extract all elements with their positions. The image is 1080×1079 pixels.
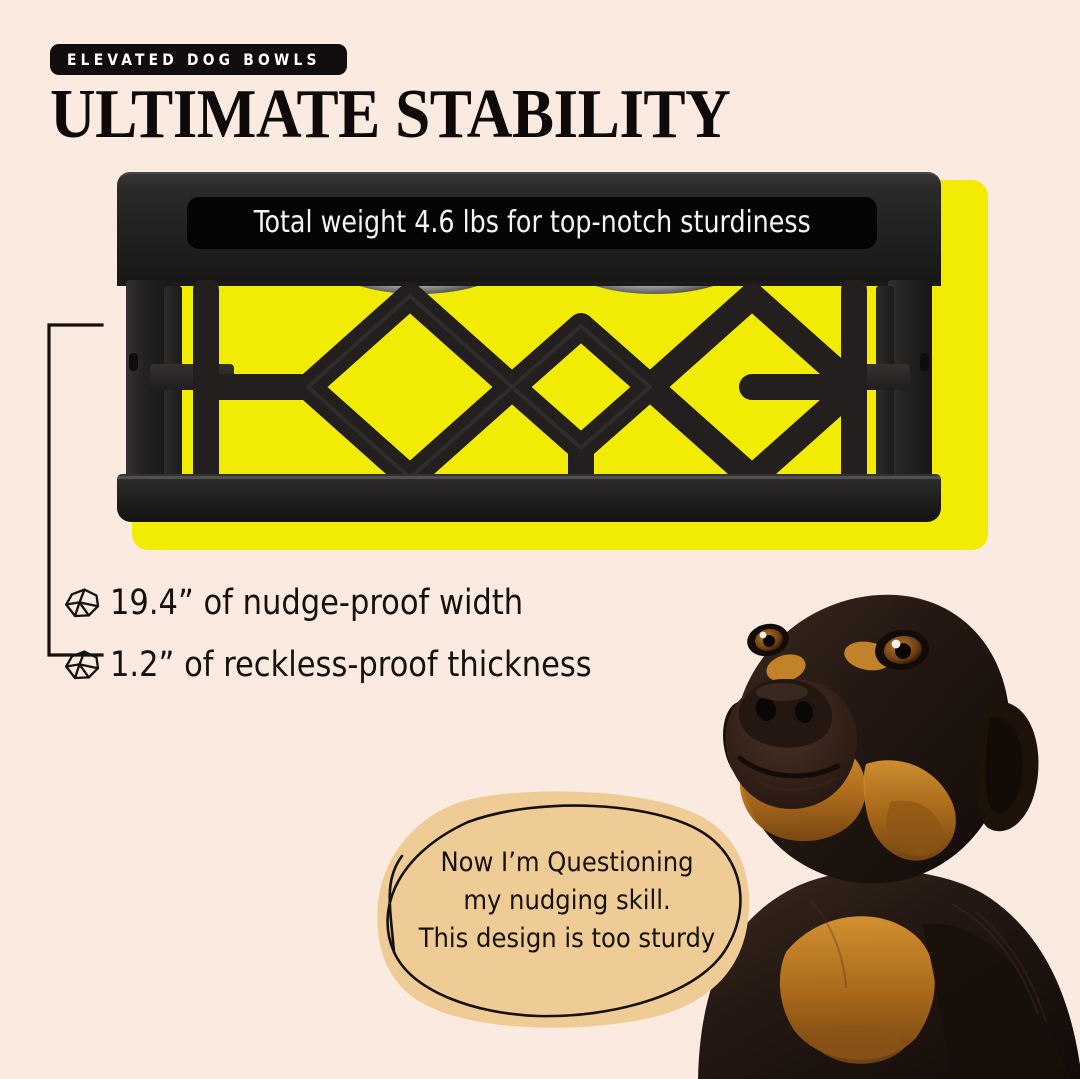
spec-item-thickness-label: 1.2” of reckless-proof thickness [110,644,592,685]
speech-line-1: Now I’m Questioning [440,847,694,878]
speech-line-3: This design is too sturdy [418,923,716,954]
weight-callout-pill: Total weight 4.6 lbs for top-notch sturd… [187,197,877,249]
spec-item-width: 19.4” of nudge-proof width [63,572,683,634]
page-title: ULTIMATE STABILITY [50,76,731,153]
side-knob-left [129,353,138,371]
lattice-panel [188,280,872,494]
speech-bubble-text: Now I’m Questioning my nudging skill. Th… [372,844,762,958]
eyebrow-badge: ELEVATED DOG BOWLS [50,44,348,75]
stand-base-bar [117,474,941,522]
speech-line-2: my nudging skill. [463,885,671,916]
weight-callout-text: Total weight 4.6 lbs for top-notch sturd… [253,205,811,240]
product-image: Total weight 4.6 lbs for top-notch sturd… [110,168,990,558]
gem-icon [63,649,101,681]
dog-photo [690,552,1080,1079]
gem-icon [63,587,101,619]
spec-item-thickness: 1.2” of reckless-proof thickness [63,634,683,696]
side-knob-right [920,353,929,371]
eyebrow-label: ELEVATED DOG BOWLS [67,49,321,69]
spec-list: 19.4” of nudge-proof width 1.2” of reckl… [63,572,683,696]
bowl-stand: Total weight 4.6 lbs for top-notch sturd… [110,168,948,528]
stand-base-highlight [117,476,941,479]
speech-bubble: Now I’m Questioning my nudging skill. Th… [372,786,762,1036]
spec-item-width-label: 19.4” of nudge-proof width [110,582,524,623]
stand-top-slab: Total weight 4.6 lbs for top-notch sturd… [117,172,941,282]
